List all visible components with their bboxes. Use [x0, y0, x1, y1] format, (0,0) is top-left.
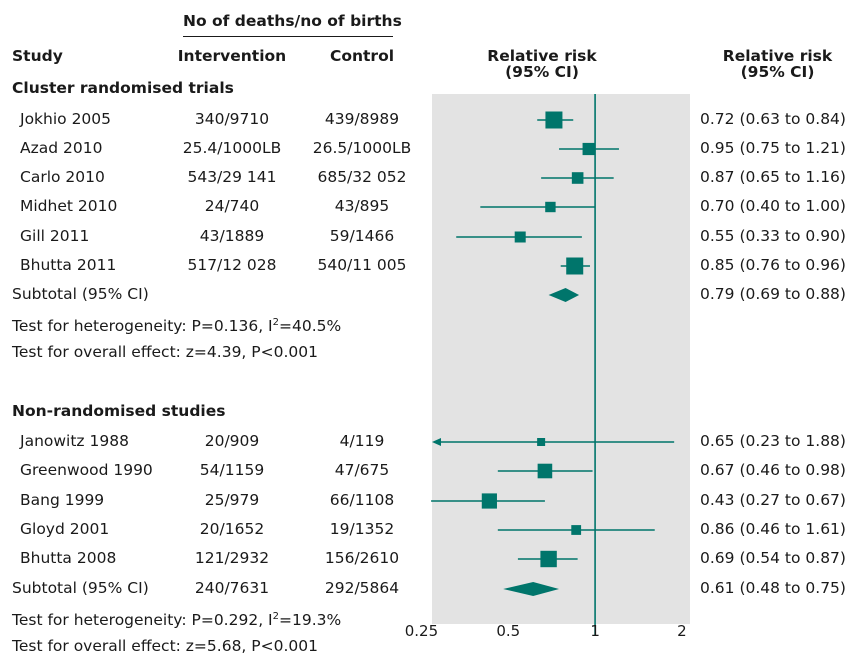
control-value: 4/119: [339, 432, 385, 450]
intervention-value: 340/9710: [194, 110, 270, 128]
study-name: Carlo 2010: [20, 168, 105, 186]
intervention-value: 20/909: [204, 432, 260, 450]
study-name: Jokhio 2005: [20, 110, 112, 128]
intervention-column-header: Intervention: [177, 47, 287, 65]
study-name: Bhutta 2008: [20, 549, 117, 567]
ci-arrow: [432, 438, 441, 446]
deaths-group-header: No of deaths/no of births: [183, 12, 402, 30]
rr-ci-text: 0.95 (0.75 to 1.21): [700, 139, 846, 157]
text-rr-header: Relative risk: [722, 47, 833, 65]
study-name: Gloyd 2001: [20, 520, 110, 538]
subtotal-diamond: [548, 288, 580, 302]
header-rule: [183, 36, 393, 37]
subtotal-label: Subtotal (95% CI): [12, 285, 149, 303]
rr-ci-text: 0.72 (0.63 to 0.84): [700, 110, 846, 128]
intervention-value: 25.4/1000LB: [182, 139, 282, 157]
rr-ci-text: 0.85 (0.76 to 0.96): [700, 256, 846, 274]
intervention-value: 543/29 141: [187, 168, 277, 186]
control-value: 540/11 005: [317, 256, 407, 274]
rr-ci-text: 0.67 (0.46 to 0.98): [700, 461, 846, 479]
study-marker: [545, 201, 556, 213]
study-column-header: Study: [12, 47, 63, 65]
study-name: Gill 2011: [20, 227, 90, 245]
x-tick-label: 1: [590, 622, 600, 640]
rr-ci-text: 0.87 (0.65 to 1.16): [700, 168, 846, 186]
intervention-value: 54/1159: [199, 461, 265, 479]
study-marker: [540, 550, 557, 568]
study-name: Midhet 2010: [20, 197, 118, 215]
intervention-value: 517/12 028: [187, 256, 277, 274]
study-marker: [545, 111, 563, 129]
rr-ci-text: 0.69 (0.54 to 0.87): [700, 549, 846, 567]
study-marker: [571, 525, 582, 535]
control-value: 439/8989: [324, 110, 400, 128]
intervention-value: 24/740: [204, 197, 260, 215]
control-value: 685/32 052: [317, 168, 407, 186]
heterogeneity-test: Test for heterogeneity: P=0.136, I2=40.5…: [12, 317, 342, 336]
study-marker: [537, 463, 553, 479]
subtotal-intervention: 240/7631: [194, 579, 270, 597]
study-name: Bhutta 2011: [20, 256, 117, 274]
study-marker: [582, 142, 595, 156]
control-value: 19/1352: [329, 520, 395, 538]
x-tick-label: 0.5: [496, 622, 520, 640]
control-value: 26.5/1000LB: [312, 139, 412, 157]
heterogeneity-test: Test for heterogeneity: P=0.292, I2=19.3…: [12, 611, 342, 630]
study-marker: [481, 493, 497, 509]
group-title: Non-randomised studies: [12, 402, 226, 420]
x-tick-label: 0.25: [405, 622, 438, 640]
study-name: Greenwood 1990: [20, 461, 153, 479]
overall-effect-test: Test for overall effect: z=4.39, P<0.001: [12, 343, 318, 361]
intervention-value: 121/2932: [194, 549, 270, 567]
rr-ci-text: 0.65 (0.23 to 1.88): [700, 432, 846, 450]
overall-effect-test: Test for overall effect: z=5.68, P<0.001: [12, 637, 318, 655]
intervention-value: 20/1652: [199, 520, 265, 538]
rr-ci-text: 0.70 (0.40 to 1.00): [700, 197, 846, 215]
group-title: Cluster randomised trials: [12, 79, 234, 97]
study-marker: [571, 172, 584, 184]
study-name: Janowitz 1988: [20, 432, 129, 450]
rr-ci-text: 0.43 (0.27 to 0.67): [700, 491, 846, 509]
subtotal-ci-text: 0.79 (0.69 to 0.88): [700, 285, 846, 303]
study-name: Azad 2010: [20, 139, 103, 157]
intervention-value: 25/979: [204, 491, 260, 509]
subtotal-label: Subtotal (95% CI): [12, 579, 149, 597]
intervention-value: 43/1889: [199, 227, 265, 245]
study-marker: [566, 257, 584, 275]
plot-rr-header: Relative risk: [487, 47, 597, 65]
control-value: 66/1108: [329, 491, 395, 509]
subtotal-ci-text: 0.61 (0.48 to 0.75): [700, 579, 846, 597]
study-name: Bang 1999: [20, 491, 105, 509]
study-marker: [537, 438, 546, 446]
plot-panel: [432, 94, 690, 624]
control-value: 156/2610: [324, 549, 400, 567]
control-value: 43/895: [334, 197, 390, 215]
control-value: 59/1466: [329, 227, 395, 245]
control-column-header: Control: [329, 47, 395, 65]
subtotal-diamond: [503, 582, 560, 596]
control-value: 47/675: [334, 461, 390, 479]
subtotal-control: 292/5864: [324, 579, 400, 597]
x-tick-label: 2: [677, 622, 687, 640]
plot-ci-header: (95% CI): [505, 63, 579, 81]
rr-ci-text: 0.86 (0.46 to 1.61): [700, 520, 846, 538]
rr-ci-text: 0.55 (0.33 to 0.90): [700, 227, 846, 245]
text-ci-header: (95% CI): [740, 63, 815, 81]
study-marker: [514, 231, 526, 243]
